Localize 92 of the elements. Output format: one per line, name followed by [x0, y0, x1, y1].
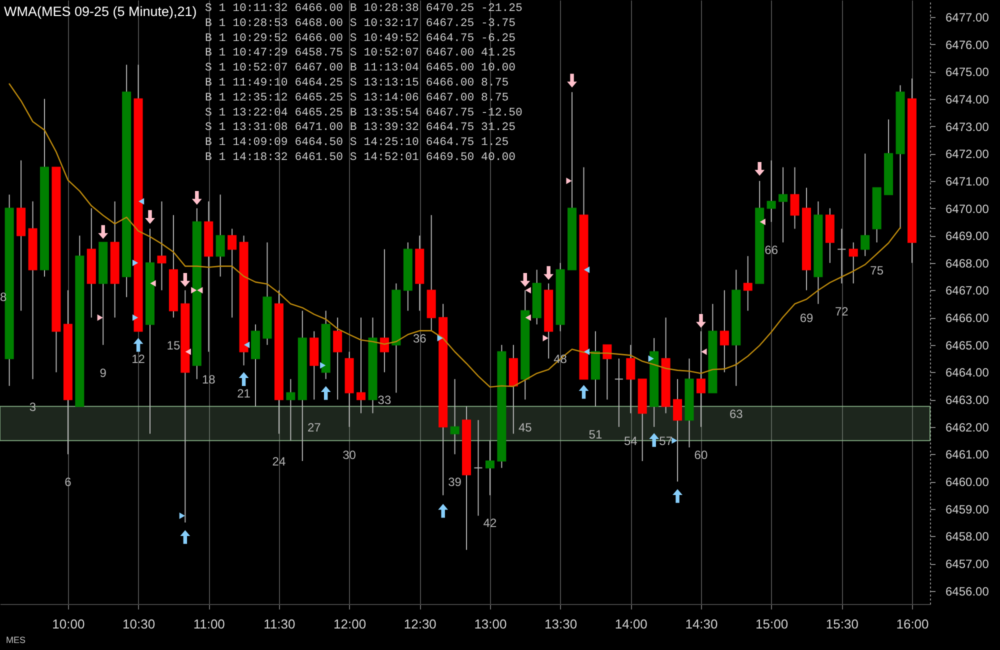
y-tick-label: 6461.00: [946, 448, 990, 462]
y-tick-label: 6473.00: [946, 120, 990, 134]
annotation: B 1 10:28:53 6468.00 S 10:32:17 6467.25 -3.75: [205, 16, 516, 30]
y-tick-label: 6466.00: [946, 311, 990, 326]
candlestick: [848, 242, 858, 284]
y-tick-label: 6456.00: [946, 584, 990, 598]
y-tick-label: 6457.00: [946, 557, 990, 572]
candlestick: [356, 317, 366, 414]
x-tick-label: 13:30: [544, 616, 578, 632]
y-tick-label: 6476.00: [946, 38, 990, 52]
y-tick-label: 6471.00: [946, 174, 990, 188]
annotation: 18: [202, 372, 216, 387]
y-tick-label: 6462.00: [946, 420, 990, 434]
annotation: 21: [237, 386, 251, 400]
candlestick: [380, 248, 389, 373]
y-tick-label: 6477.00: [946, 10, 990, 24]
annotation: S 1 10:52:07 6467.00 B 11:13:04 6465.00 10.00: [205, 62, 516, 75]
x-tick-label: 10:00: [52, 616, 85, 632]
annotation: B 1 10:29:52 6466.00 S 10:49:52 6464.75 -6.25: [205, 32, 516, 45]
annotation: 51: [588, 427, 602, 442]
candlestick: [720, 290, 729, 373]
candlestick: [157, 200, 166, 291]
candlestick: [485, 440, 494, 496]
candlestick: [228, 228, 237, 318]
y-tick-label: 6463.00: [946, 393, 990, 408]
y-tick-label: 6458.00: [946, 530, 990, 544]
candlestick: [474, 420, 483, 516]
chart-title: WMA(MES 09-25 (5 Minute),21): [4, 4, 197, 19]
annotation: 33: [378, 393, 392, 408]
candlestick: [602, 344, 612, 400]
annotation: B 1 14:18:32 6461.50 S 14:52:01 6469.50 40.00: [205, 151, 516, 164]
y-tick-label: 6460.00: [946, 475, 990, 490]
annotation: 60: [694, 448, 708, 462]
candlestick: [614, 358, 624, 428]
x-tick-label: 16:00: [896, 616, 929, 632]
candlestick: [743, 256, 752, 312]
annotation: S 1 10:11:32 6466.00 B 10:28:38 6470.25 -21.25: [205, 2, 523, 15]
annotation: B 1 10:47:29 6458.75 S 10:52:07 6467.00 41.25: [205, 46, 516, 60]
candlestick: [778, 166, 788, 243]
annotation: S 1 13:22:04 6465.25 B 13:35:54 6467.75 -12.50: [205, 106, 523, 120]
annotation: 75: [870, 263, 884, 278]
annotation: 72: [834, 304, 849, 318]
y-tick-label: 6475.00: [946, 65, 990, 80]
x-tick-label: 12:30: [404, 616, 436, 632]
x-tick-label: 12:00: [334, 616, 366, 632]
annotation: 24: [272, 454, 286, 469]
annotation: 30: [342, 448, 356, 462]
annotation: 66: [764, 242, 778, 257]
candlestick: [216, 194, 225, 278]
y-tick-label: 6464.00: [946, 366, 990, 380]
candlestick: [333, 317, 342, 400]
x-tick-label: 14:30: [685, 616, 718, 632]
candlestick: [626, 344, 636, 414]
annotation: B 1 14:09:09 6464.50 S 14:25:10 6464.75 1.25: [205, 136, 509, 150]
candlestick: [696, 330, 706, 428]
x-tick-label: 11:00: [193, 616, 225, 632]
x-tick-label: 15:30: [826, 616, 858, 632]
y-tick-label: 6470.00: [946, 202, 990, 216]
annotation: 69: [800, 311, 814, 326]
annotation: B 1 11:49:10 6464.25 S 13:13:15 6466.00 8.75: [205, 76, 509, 90]
annotation: 12: [132, 352, 146, 366]
annotation: 45: [518, 420, 532, 435]
x-tick-label: 10:30: [122, 616, 156, 632]
y-tick-label: 6459.00: [946, 502, 990, 516]
candlestick: [450, 378, 460, 455]
x-tick-label: 13:00: [474, 616, 507, 632]
y-tick-label: 6469.00: [946, 229, 990, 244]
annotation: B 1 12:35:12 6465.25 S 13:14:06 6467.00 8.75: [205, 91, 509, 104]
candlestick: [837, 228, 846, 284]
x-tick-label: 11:30: [264, 616, 296, 632]
text: MES: [6, 635, 26, 645]
y-tick-label: 6465.00: [946, 338, 990, 352]
candlestick: [673, 378, 682, 482]
annotation: 27: [307, 420, 322, 435]
annotation: 36: [412, 332, 427, 346]
annotation: 9: [100, 366, 107, 380]
candlestick: [860, 153, 870, 257]
candlestick: [766, 160, 776, 222]
x-tick-label: 15:00: [756, 616, 788, 632]
y-tick-label: 6474.00: [946, 92, 990, 106]
annotation: 6: [64, 475, 72, 490]
annotation: 15: [166, 338, 180, 353]
y-tick-label: 6468.00: [946, 256, 990, 270]
y-tick-label: 6467.00: [946, 284, 990, 298]
y-tick-label: 6472.00: [946, 147, 990, 162]
candlestick: [286, 378, 296, 442]
candlestick: [790, 166, 800, 230]
annotation: S 1 13:31:08 6471.00 B 13:39:32 6464.75 31.25: [205, 121, 516, 134]
annotation: 39: [448, 475, 462, 490]
x-tick-label: 14:00: [614, 616, 648, 632]
annotation: 63: [729, 406, 744, 421]
annotation: 42: [483, 516, 497, 530]
